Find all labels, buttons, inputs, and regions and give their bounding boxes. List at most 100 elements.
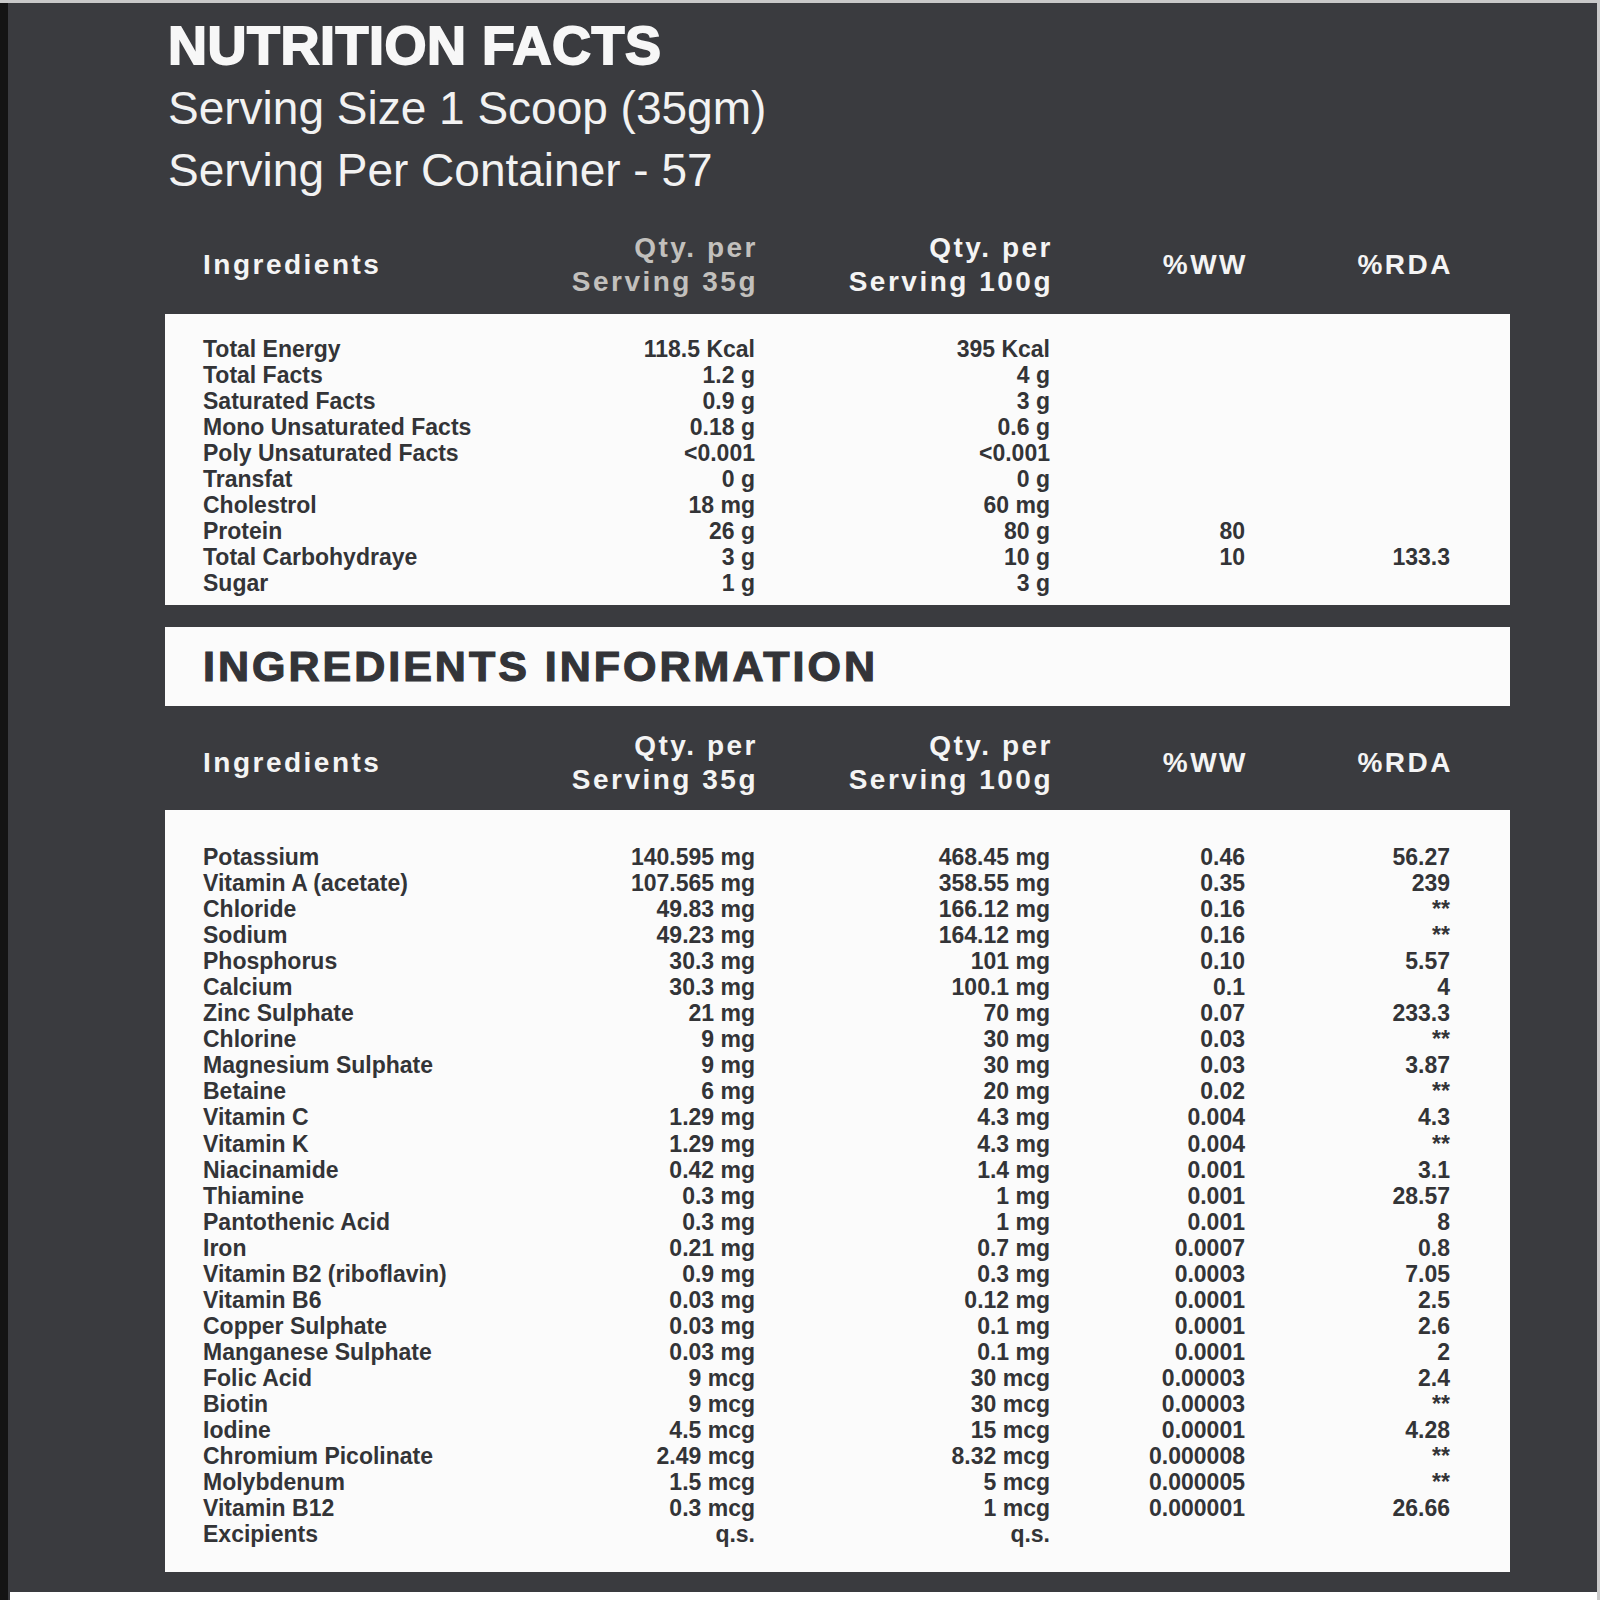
- qty-per-serving-100g-value: 0.7 mg: [755, 1235, 1050, 1262]
- ww-value: 0.03: [1050, 1052, 1245, 1079]
- ww-value: 0.1: [1050, 974, 1245, 1001]
- ww-value: 0.03: [1050, 1026, 1245, 1053]
- rda-value: **: [1245, 1391, 1450, 1418]
- table-row: Iodine 4.5 mcg 15 mcg 0.00001 4.28: [165, 1417, 1510, 1443]
- table-row: Vitamin B12 0.3 mcg 1 mcg 0.000001 26.66: [165, 1495, 1510, 1521]
- table-row: Total Carbohydraye 3 g 10 g 10 133.3: [165, 544, 1510, 570]
- qty-per-serving-100g-value: 30 mg: [755, 1052, 1050, 1079]
- qty-per-serving-35g-value: 0.03 mg: [515, 1339, 755, 1366]
- ww-value: 0.02: [1050, 1078, 1245, 1105]
- ingredient-name: Saturated Facts: [165, 388, 515, 415]
- ingredient-name: Excipients: [165, 1521, 515, 1548]
- ingredient-name: Vitamin B2 (riboflavin): [165, 1261, 515, 1288]
- ww-value: 0.000008: [1050, 1443, 1245, 1470]
- rda-value: 3.1: [1245, 1157, 1450, 1184]
- qty-per-serving-35g-value: 0.18 g: [515, 414, 755, 441]
- qty-per-serving-35g-value: 1.29 mg: [515, 1104, 755, 1131]
- qty-per-serving-35g-value: 118.5 Kcal: [515, 336, 755, 363]
- ingredient-name: Total Facts: [165, 362, 515, 389]
- qty-per-serving-35g-value: 1.2 g: [515, 362, 755, 389]
- ingredient-name: Zinc Sulphate: [165, 1000, 515, 1027]
- table-row: Total Facts 1.2 g 4 g: [165, 362, 1510, 388]
- ingredient-name: Copper Sulphate: [165, 1313, 515, 1340]
- table-row: Pantothenic Acid 0.3 mg 1 mg 0.001 8: [165, 1209, 1510, 1235]
- qty-per-serving-35g-value: 0.03 mg: [515, 1313, 755, 1340]
- ingredient-name: Vitamin K: [165, 1131, 515, 1158]
- qty-per-serving-100g-value: q.s.: [755, 1521, 1050, 1548]
- table-row: Transfat 0 g 0 g: [165, 466, 1510, 492]
- qty-per-serving-35g-value: q.s.: [515, 1521, 755, 1548]
- ww-value: 0.00003: [1050, 1365, 1245, 1392]
- rda-value: 4.3: [1245, 1104, 1450, 1131]
- qty-per-serving-35g-value: 1 g: [515, 570, 755, 597]
- table-row: Folic Acid 9 mcg 30 mcg 0.00003 2.4: [165, 1365, 1510, 1391]
- qty-per-serving-100g-value: 3 g: [755, 570, 1050, 597]
- qty-per-serving-100g-value: 3 g: [755, 388, 1050, 415]
- ingredient-name: Transfat: [165, 466, 515, 493]
- rda-value: **: [1245, 1443, 1450, 1470]
- qty-per-serving-35g-value: 0.03 mg: [515, 1287, 755, 1314]
- rda-value: 2.5: [1245, 1287, 1450, 1314]
- column-header-rda: %RDA: [1248, 248, 1453, 282]
- ingredients-information-banner: INGREDIENTS INFORMATION: [165, 627, 1510, 706]
- table-row: Betaine 6 mg 20 mg 0.02 **: [165, 1078, 1510, 1104]
- qty-per-serving-35g-value: 0.3 mg: [515, 1209, 755, 1236]
- column-header-qty-per-serving-35g: Qty. per Serving 35g: [518, 729, 758, 797]
- qty-per-serving-100g-value: 0.3 mg: [755, 1261, 1050, 1288]
- qty-per-serving-35g-value: 0.3 mg: [515, 1183, 755, 1210]
- ingredient-name: Molybdenum: [165, 1469, 515, 1496]
- rda-value: **: [1245, 1078, 1450, 1105]
- qty-per-serving-35g-value: 21 mg: [515, 1000, 755, 1027]
- rda-value: **: [1245, 922, 1450, 949]
- page-title: NUTRITION FACTS: [168, 14, 661, 76]
- ww-value: 0.0003: [1050, 1261, 1245, 1288]
- ingredient-name: Niacinamide: [165, 1157, 515, 1184]
- qty-per-serving-100g-value: 468.45 mg: [755, 844, 1050, 871]
- qty-per-serving-100g-value: 0 g: [755, 466, 1050, 493]
- qty-per-serving-100g-value: 101 mg: [755, 948, 1050, 975]
- ww-value: 10: [1050, 544, 1245, 571]
- qty-per-serving-35g-value: 26 g: [515, 518, 755, 545]
- ingredient-name: Calcium: [165, 974, 515, 1001]
- table-row: Sodium 49.23 mg 164.12 mg 0.16 **: [165, 922, 1510, 948]
- rda-value: 8: [1245, 1209, 1450, 1236]
- qty-per-serving-100g-value: 0.6 g: [755, 414, 1050, 441]
- ww-value: 0.35: [1050, 870, 1245, 897]
- qty-per-serving-35g-value: 9 mcg: [515, 1391, 755, 1418]
- rda-value: 2.4: [1245, 1365, 1450, 1392]
- table-row: Phosphorus 30.3 mg 101 mg 0.10 5.57: [165, 948, 1510, 974]
- rda-value: 4.28: [1245, 1417, 1450, 1444]
- column-header-qty-per-serving-100g: Qty. per Serving 100g: [758, 231, 1053, 299]
- ingredient-name: Sodium: [165, 922, 515, 949]
- qty-per-serving-35g-value: 6 mg: [515, 1078, 755, 1105]
- qty-per-serving-100g-value: <0.001: [755, 440, 1050, 467]
- rda-value: 7.05: [1245, 1261, 1450, 1288]
- table-row: Vitamin A (acetate) 107.565 mg 358.55 mg…: [165, 870, 1510, 896]
- column-header-ww: %WW: [1053, 248, 1248, 282]
- ww-value: 0.004: [1050, 1131, 1245, 1158]
- qty-per-serving-100g-value: 80 g: [755, 518, 1050, 545]
- table-row: Saturated Facts 0.9 g 3 g: [165, 388, 1510, 414]
- bottom-edge-line: [10, 1592, 1597, 1600]
- ww-value: 0.000001: [1050, 1495, 1245, 1522]
- table-row: Poly Unsaturated Facts <0.001 <0.001: [165, 440, 1510, 466]
- qty-per-serving-35g-value: 2.49 mcg: [515, 1443, 755, 1470]
- rda-value: 2: [1245, 1339, 1450, 1366]
- table-row: Iron 0.21 mg 0.7 mg 0.0007 0.8: [165, 1235, 1510, 1261]
- qty-per-serving-100g-value: 70 mg: [755, 1000, 1050, 1027]
- qty-per-serving-35g-value: <0.001: [515, 440, 755, 467]
- qty-per-serving-100g-value: 8.32 mcg: [755, 1443, 1050, 1470]
- ww-value: 0.0001: [1050, 1313, 1245, 1340]
- table-row: Chlorine 9 mg 30 mg 0.03 **: [165, 1026, 1510, 1052]
- qty-per-serving-100g-value: 1.4 mg: [755, 1157, 1050, 1184]
- qty-per-serving-100g-value: 30 mcg: [755, 1365, 1050, 1392]
- ww-value: 0.0007: [1050, 1235, 1245, 1262]
- ww-value: 0.0001: [1050, 1287, 1245, 1314]
- ingredient-name: Cholestrol: [165, 492, 515, 519]
- qty-per-serving-35g-value: 30.3 mg: [515, 948, 755, 975]
- nutrition-facts-panel: Total Energy 118.5 Kcal 395 Kcal Total F…: [165, 314, 1510, 605]
- qty-per-serving-35g-value: 3 g: [515, 544, 755, 571]
- ingredient-name: Poly Unsaturated Facts: [165, 440, 515, 467]
- qty-per-serving-100g-value: 30 mcg: [755, 1391, 1050, 1418]
- ingredient-name: Vitamin C: [165, 1104, 515, 1131]
